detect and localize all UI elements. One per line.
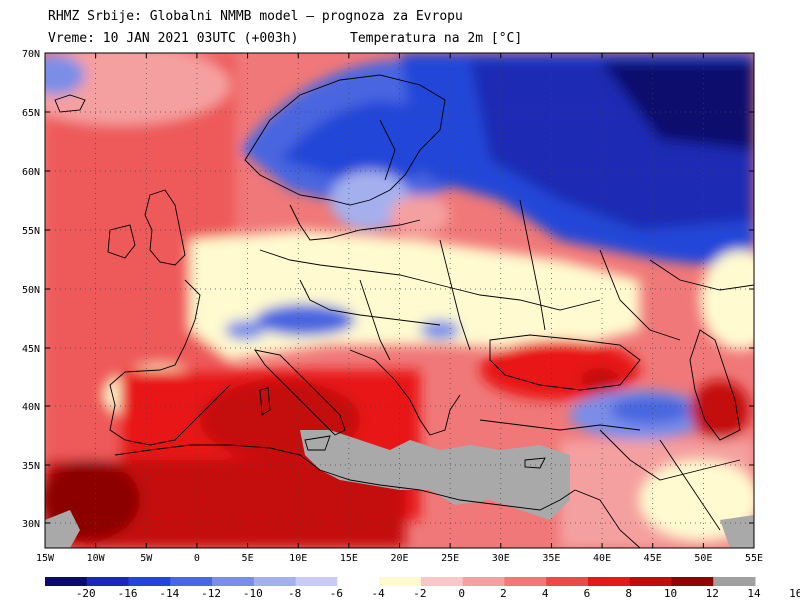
latitude-axis: 70N 65N 60N 55N 50N 45N 40N 35N 30N xyxy=(22,49,754,530)
colorbar-label: 10 xyxy=(664,587,677,600)
lon-label: 20E xyxy=(390,553,408,564)
colorbar-label: 4 xyxy=(542,587,549,600)
colorbar-label: -12 xyxy=(201,587,221,600)
colorbar-label: 14 xyxy=(747,587,761,600)
lon-label: 45E xyxy=(644,553,662,564)
lat-label: 70N xyxy=(22,49,40,60)
longitude-axis: 15W 10W 5W 0 5E 10E 15E 20E 25E 30E 35E 40E 45E 50E 55… xyxy=(36,53,763,564)
lat-label: 55N xyxy=(22,226,40,237)
lon-label: 10E xyxy=(289,553,307,564)
colorbar-label: 2 xyxy=(500,587,507,600)
colorbar-swatch xyxy=(45,577,88,586)
graticule xyxy=(45,53,754,548)
variable-label: Temperatura na 2m [°C] xyxy=(350,31,523,46)
colorbar-swatch xyxy=(587,577,631,586)
colorbar-label: -20 xyxy=(76,587,96,600)
lat-label: 50N xyxy=(22,285,40,296)
lon-label: 0 xyxy=(194,553,200,564)
colorbar-swatch xyxy=(420,577,464,586)
lon-label: 40E xyxy=(593,553,611,564)
lon-label: 10W xyxy=(87,553,106,564)
lon-label: 55E xyxy=(745,553,763,564)
colorbar-swatch xyxy=(504,577,547,586)
lat-label: 65N xyxy=(22,108,40,119)
colorbar-label: 12 xyxy=(706,587,719,600)
colorbar-swatch xyxy=(128,577,171,586)
sea-mask xyxy=(300,430,570,520)
colorbar-swatch xyxy=(379,577,422,586)
lat-label: 35N xyxy=(22,461,40,472)
colorbar-swatch xyxy=(86,577,130,586)
lon-label: 15E xyxy=(340,553,358,564)
colorbar: -20 -16 -14 -12 -10 -8 -6 -4 -2 0 2 4 6 8 10 12 14 16 xyxy=(45,577,800,600)
colorbar-label: 0 xyxy=(458,587,465,600)
colorbar-swatch xyxy=(546,577,589,586)
lon-label: 15W xyxy=(36,553,55,564)
colorbar-label: -14 xyxy=(159,587,179,600)
colorbar-label: -16 xyxy=(118,587,138,600)
coastlines xyxy=(54,74,754,548)
colorbar-swatch xyxy=(629,577,672,586)
colorbar-label: -10 xyxy=(243,587,263,600)
lat-label: 30N xyxy=(22,519,40,530)
colorbar-swatch xyxy=(337,577,380,586)
colorbar-swatch xyxy=(170,577,213,586)
colorbar-label: 8 xyxy=(625,587,632,600)
colorbar-label: -6 xyxy=(330,587,343,600)
colorbar-swatch xyxy=(462,577,505,586)
lat-label: 60N xyxy=(22,167,40,178)
lon-label: 25E xyxy=(441,553,459,564)
lon-label: 50E xyxy=(694,553,712,564)
map-title: RHMZ Srbije: Globalni NMMB model – progn… xyxy=(48,9,463,24)
colorbar-swatch xyxy=(295,577,338,586)
forecast-time-label: Vreme: 10 JAN 2021 03UTC (+003h) xyxy=(48,31,299,46)
colorbar-label: 16 xyxy=(789,587,800,600)
lat-label: 40N xyxy=(22,402,40,413)
lon-label: 35E xyxy=(542,553,560,564)
lon-label: 5E xyxy=(242,553,254,564)
colorbar-swatch xyxy=(253,577,297,586)
colorbar-label: -8 xyxy=(288,587,301,600)
colorbar-label: -2 xyxy=(413,587,426,600)
colorbar-label: -4 xyxy=(371,587,385,600)
lat-label: 45N xyxy=(22,344,40,355)
colorbar-swatch xyxy=(671,577,714,586)
colorbar-swatch xyxy=(713,577,756,586)
temperature-field xyxy=(45,53,754,548)
lon-label: 30E xyxy=(492,553,510,564)
lon-label: 5W xyxy=(140,553,153,564)
colorbar-label: 6 xyxy=(584,587,591,600)
colorbar-swatch xyxy=(212,577,255,586)
